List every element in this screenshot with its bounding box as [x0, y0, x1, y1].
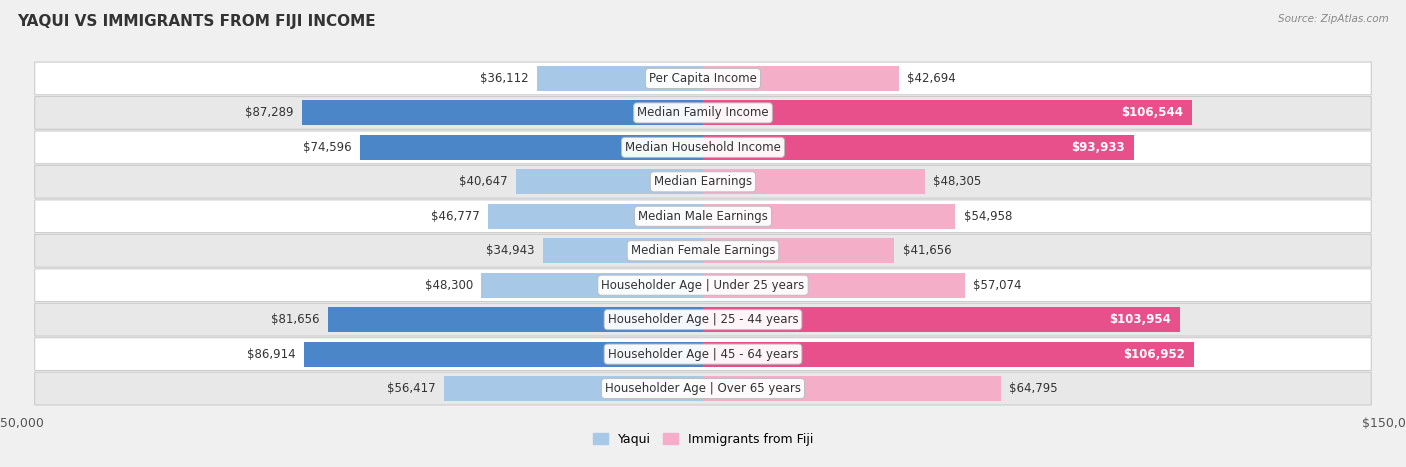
Text: $103,954: $103,954: [1109, 313, 1171, 326]
FancyBboxPatch shape: [35, 234, 1371, 267]
Bar: [304, 342, 703, 367]
Bar: [302, 100, 703, 125]
Text: $34,943: $34,943: [485, 244, 534, 257]
FancyBboxPatch shape: [35, 269, 1371, 302]
Text: $93,933: $93,933: [1071, 141, 1125, 154]
FancyBboxPatch shape: [35, 200, 1371, 233]
Bar: [543, 238, 703, 263]
Text: $87,289: $87,289: [245, 106, 294, 120]
Text: $106,544: $106,544: [1121, 106, 1184, 120]
Text: $48,305: $48,305: [934, 175, 981, 188]
Bar: [516, 170, 703, 194]
Legend: Yaqui, Immigrants from Fiji: Yaqui, Immigrants from Fiji: [588, 428, 818, 451]
Text: Median Male Earnings: Median Male Earnings: [638, 210, 768, 223]
Text: Householder Age | 25 - 44 years: Householder Age | 25 - 44 years: [607, 313, 799, 326]
Bar: [328, 307, 703, 332]
Text: $41,656: $41,656: [903, 244, 952, 257]
Bar: [703, 342, 1194, 367]
Text: $40,647: $40,647: [460, 175, 508, 188]
Text: Source: ZipAtlas.com: Source: ZipAtlas.com: [1278, 14, 1389, 24]
FancyBboxPatch shape: [35, 338, 1371, 370]
Text: $56,417: $56,417: [387, 382, 436, 395]
Text: Householder Age | Over 65 years: Householder Age | Over 65 years: [605, 382, 801, 395]
Bar: [703, 170, 925, 194]
Bar: [537, 66, 703, 91]
Bar: [481, 273, 703, 297]
FancyBboxPatch shape: [35, 165, 1371, 198]
Text: Householder Age | 45 - 64 years: Householder Age | 45 - 64 years: [607, 347, 799, 361]
FancyBboxPatch shape: [35, 97, 1371, 129]
FancyBboxPatch shape: [35, 372, 1371, 405]
Text: Householder Age | Under 25 years: Householder Age | Under 25 years: [602, 279, 804, 292]
Bar: [703, 135, 1135, 160]
Bar: [703, 307, 1181, 332]
Text: $36,112: $36,112: [481, 72, 529, 85]
FancyBboxPatch shape: [35, 131, 1371, 164]
Bar: [360, 135, 703, 160]
FancyBboxPatch shape: [35, 62, 1371, 95]
FancyBboxPatch shape: [35, 303, 1371, 336]
Text: $42,694: $42,694: [907, 72, 956, 85]
Text: $57,074: $57,074: [973, 279, 1022, 292]
Text: Median Family Income: Median Family Income: [637, 106, 769, 120]
Text: $54,958: $54,958: [963, 210, 1012, 223]
Text: Median Household Income: Median Household Income: [626, 141, 780, 154]
Bar: [444, 376, 703, 401]
Bar: [488, 204, 703, 229]
Bar: [703, 238, 894, 263]
Text: Median Female Earnings: Median Female Earnings: [631, 244, 775, 257]
Text: Per Capita Income: Per Capita Income: [650, 72, 756, 85]
Text: Median Earnings: Median Earnings: [654, 175, 752, 188]
Bar: [703, 376, 1001, 401]
Text: $48,300: $48,300: [425, 279, 472, 292]
Bar: [703, 273, 965, 297]
Text: $86,914: $86,914: [247, 347, 295, 361]
Text: $74,596: $74,596: [304, 141, 352, 154]
Bar: [703, 100, 1192, 125]
Text: YAQUI VS IMMIGRANTS FROM FIJI INCOME: YAQUI VS IMMIGRANTS FROM FIJI INCOME: [17, 14, 375, 29]
Text: $46,777: $46,777: [432, 210, 479, 223]
Text: $106,952: $106,952: [1123, 347, 1185, 361]
Text: $64,795: $64,795: [1010, 382, 1057, 395]
Text: $81,656: $81,656: [271, 313, 319, 326]
Bar: [703, 204, 956, 229]
Bar: [703, 66, 898, 91]
